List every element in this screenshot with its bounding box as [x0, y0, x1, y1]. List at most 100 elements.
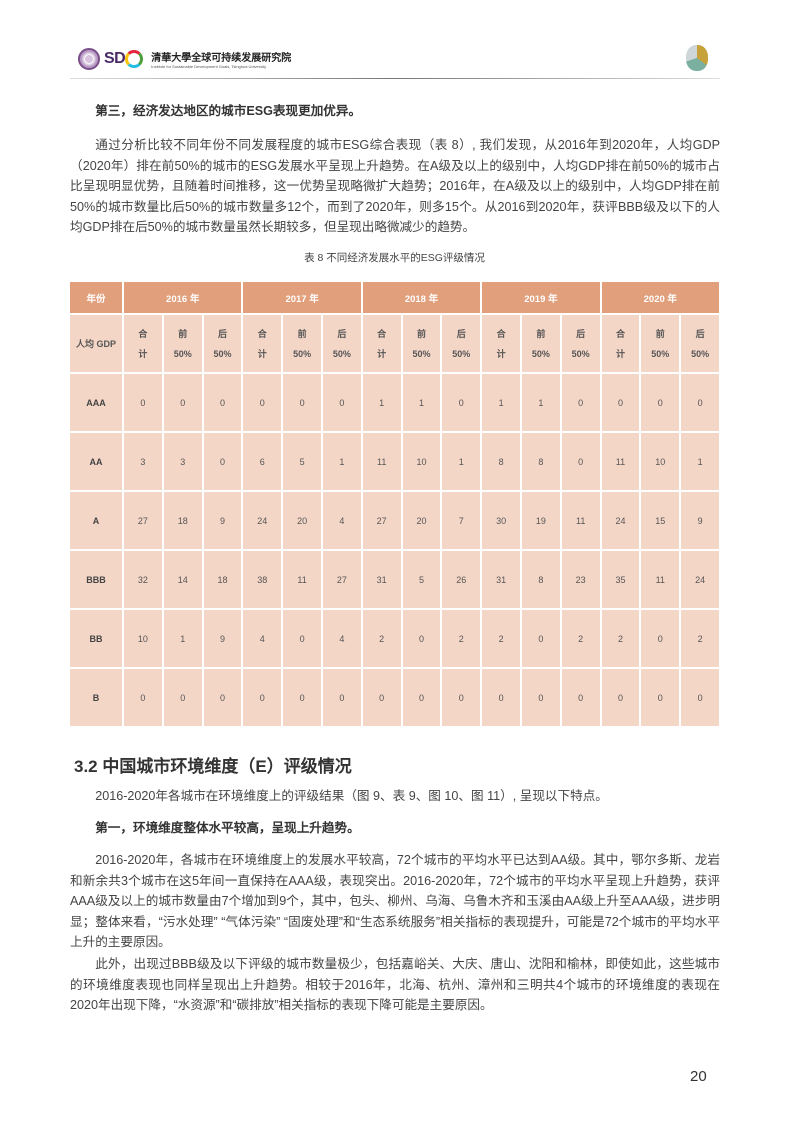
subcolumn-header: 后 50% [442, 315, 481, 372]
subcolumn-label: 前 [655, 328, 665, 339]
subcolumn-label: 50% [332, 348, 351, 359]
paragraph: 2016-2020年，各城市在环境维度上的发展水平较高，72个城市的平均水平已达… [70, 853, 720, 949]
table-cell: 27 [124, 492, 162, 549]
table-cell: 2 [442, 610, 481, 667]
table-cell: 30 [482, 492, 520, 549]
subcolumn-header: 后 50% [203, 315, 242, 372]
subcolumn-label: 计 [377, 348, 387, 359]
table-cell: 24 [243, 492, 282, 549]
subheading-third: 第三，经济发达地区的城市ESG表现更加优异。 [95, 104, 362, 118]
subcolumn-header: 合计 [362, 315, 401, 372]
subheading-first: 第一，环境维度整体水平较高，呈现上升趋势。 [95, 821, 360, 835]
table-cell: 0 [163, 374, 202, 431]
table-cell: 0 [442, 669, 481, 726]
year-header: 2020 年 [601, 282, 719, 313]
table-cell: 32 [124, 551, 162, 608]
subcolumn-label: 计 [257, 348, 267, 359]
subcolumn-header: 合计 [601, 315, 640, 372]
table-cell: 0 [561, 669, 600, 726]
table-cell: 4 [243, 610, 282, 667]
table-cell: 38 [243, 551, 282, 608]
subcolumn-label: 前 [178, 328, 188, 339]
table-cell: 0 [322, 374, 361, 431]
table-cell: 0 [203, 669, 242, 726]
subcolumn-header: 前 50% [402, 315, 441, 372]
table-cell: 0 [681, 374, 719, 431]
rating-label: BBB [70, 551, 122, 608]
table-cell: 0 [561, 433, 600, 490]
page-number: 20 [690, 1068, 707, 1085]
table-cell: 27 [362, 492, 401, 549]
subcolumn-label: 合 [615, 328, 625, 339]
table-header-row: 年份 2016 年 2017 年 2018 年 2019 年 2020 年 [70, 282, 719, 313]
subcolumn-label: 计 [138, 348, 148, 359]
subcolumn-label: 合 [377, 328, 387, 339]
table-cell: 1 [402, 374, 441, 431]
table-cell: 26 [442, 551, 481, 608]
year-header: 2018 年 [362, 282, 481, 313]
table-cell: 1 [442, 433, 481, 490]
subcolumn-label: 前 [416, 328, 426, 339]
paragraph: 此外，出现过BBB级及以下评级的城市数量极少，包括嘉峪关、大庆、唐山、沈阳和榆林… [70, 957, 720, 1012]
table-row: AA 3 3 0 6 5 1 11 10 1 8 8 0 11 10 1 [70, 433, 719, 490]
table-cell: 18 [203, 551, 242, 608]
table-cell: 0 [203, 433, 242, 490]
table-cell: 0 [601, 374, 640, 431]
subcolumn-header: 合计 [482, 315, 520, 372]
table-row: BBB 32 14 18 38 11 27 31 5 26 31 8 23 35 11 24 [70, 551, 719, 608]
table-cell: 0 [482, 669, 520, 726]
subcolumn-label: 50% [213, 348, 232, 359]
table-cell: 3 [124, 433, 162, 490]
rating-label: BB [70, 610, 122, 667]
subcolumn-label: 后 [695, 328, 705, 339]
section-title: 3.2 中国城市环境维度（E）评级情况 [74, 757, 352, 776]
table-cell: 0 [641, 374, 680, 431]
rating-label: AA [70, 433, 122, 490]
table-cell: 10 [124, 610, 162, 667]
subcolumn-label: 合 [496, 328, 506, 339]
subcolumn-label: 50% [293, 348, 312, 359]
table-cell: 11 [601, 433, 640, 490]
table-cell: 0 [124, 374, 162, 431]
table-cell: 0 [283, 374, 321, 431]
table-cell: 0 [283, 610, 321, 667]
rating-label: A [70, 492, 122, 549]
table-cell: 0 [322, 669, 361, 726]
subcolumn-header: 后 50% [322, 315, 361, 372]
institute-name-cn: 清華大學全球可持续发展研究院 [151, 49, 291, 64]
table-cell: 0 [243, 374, 282, 431]
subcolumn-label: 后 [456, 328, 466, 339]
table-cell: 11 [283, 551, 321, 608]
table-cell: 0 [561, 374, 600, 431]
table-cell: 0 [521, 669, 560, 726]
table-cell: 8 [482, 433, 520, 490]
subcolumn-label: 50% [412, 348, 431, 359]
corner-year: 年份 [70, 282, 122, 313]
table-cell: 19 [521, 492, 560, 549]
table-cell: 5 [283, 433, 321, 490]
table-cell: 20 [402, 492, 441, 549]
corner-gdp: 人均 GDP [70, 315, 122, 372]
subcolumn-label: 后 [217, 328, 227, 339]
table-cell: 3 [163, 433, 202, 490]
tsinghua-seal-icon [78, 48, 100, 70]
esg-rating-table: 年份 2016 年 2017 年 2018 年 2019 年 2020 年 人均 GDP… [68, 280, 721, 728]
subcolumn-label: 前 [536, 328, 546, 339]
report-badge-icon [686, 45, 708, 71]
subcolumn-header: 合计 [124, 315, 162, 372]
subcolumn-header: 前 50% [521, 315, 560, 372]
table-cell: 24 [601, 492, 640, 549]
table-cell: 0 [283, 669, 321, 726]
table-caption: 表 8 不同经济发展水平的ESG评级情况 [304, 252, 485, 264]
table-cell: 31 [362, 551, 401, 608]
table-cell: 20 [283, 492, 321, 549]
subcolumn-label: 50% [452, 348, 471, 359]
table-row: AAA 0 0 0 0 0 0 1 1 0 1 1 0 0 0 0 [70, 374, 719, 431]
table-cell: 31 [482, 551, 520, 608]
tsinghua-wordmark: 清華大學 [151, 53, 192, 64]
table-cell: 7 [442, 492, 481, 549]
table-cell: 1 [681, 433, 719, 490]
institute-name-en: Institute for Sustainable Development Go… [151, 64, 267, 69]
table-cell: 0 [402, 669, 441, 726]
paragraph: 通过分析比较不同年份不同发展程度的城市ESG综合表现（表 8）, 我们发现，从2… [70, 138, 720, 234]
